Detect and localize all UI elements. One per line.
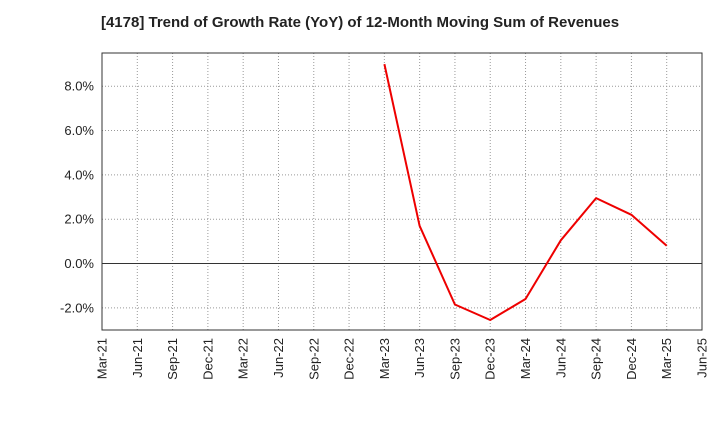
x-tick-label: Mar-21 — [95, 338, 110, 379]
x-tick-label: Jun-23 — [412, 338, 427, 378]
y-tick-label: 2.0% — [64, 212, 94, 227]
x-tick-label: Mar-24 — [518, 338, 533, 379]
x-tick-label: Dec-23 — [483, 338, 498, 380]
y-tick-label: 8.0% — [64, 79, 94, 94]
x-tick-label: Jun-22 — [271, 338, 286, 378]
y-tick-label: 6.0% — [64, 123, 94, 138]
x-tick-label: Mar-25 — [659, 338, 674, 379]
x-tick-label: Jun-21 — [130, 338, 145, 378]
y-tick-label: 4.0% — [64, 167, 94, 182]
x-tick-label: Mar-22 — [236, 338, 251, 379]
x-tick-label: Mar-23 — [377, 338, 392, 379]
x-tick-label: Dec-22 — [342, 338, 357, 380]
x-tick-label: Jun-24 — [553, 338, 568, 378]
chart-title: [4178] Trend of Growth Rate (YoY) of 12-… — [100, 14, 620, 31]
x-tick-label: Jun-25 — [695, 338, 710, 378]
y-tick-label: -2.0% — [60, 300, 94, 315]
plot-frame — [101, 52, 703, 331]
x-tick-label: Sep-23 — [447, 338, 462, 380]
series-line — [383, 63, 668, 321]
x-tick-label: Dec-24 — [624, 338, 639, 380]
y-tick-label: 0.0% — [64, 256, 94, 271]
x-tick-label: Sep-22 — [306, 338, 321, 380]
x-tick-label: Sep-21 — [165, 338, 180, 380]
x-tick-label: Dec-21 — [200, 338, 215, 380]
x-tick-label: Sep-24 — [589, 338, 604, 380]
